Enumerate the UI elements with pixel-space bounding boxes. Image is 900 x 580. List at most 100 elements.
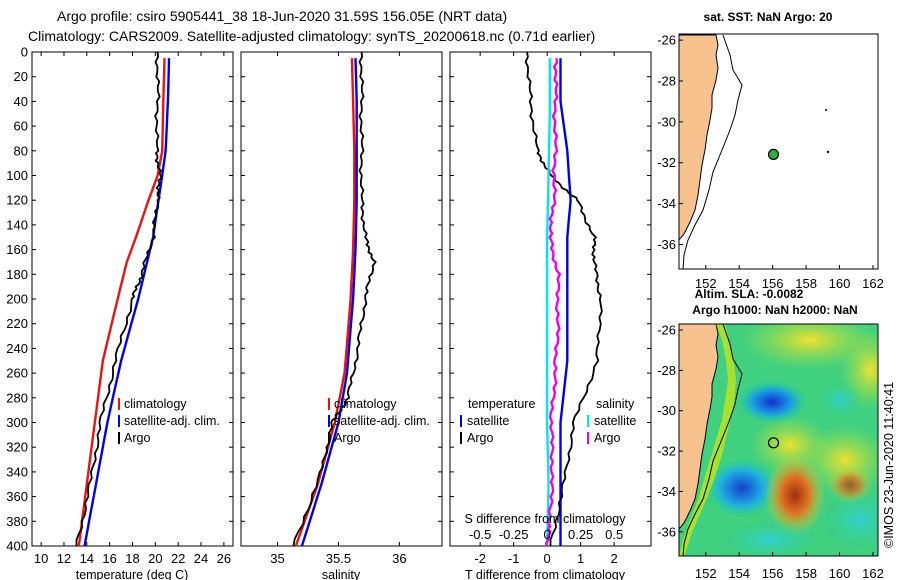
series-line-satellite-adj-clim-	[300, 58, 358, 547]
legend-argo: Argo	[124, 431, 150, 445]
temperature-tick-label: 14	[80, 551, 94, 566]
depth-tick-label: 100	[6, 168, 28, 183]
salinity-tick-label: 36	[392, 551, 406, 566]
lat-tick-label: -32	[657, 155, 676, 170]
lat-tick-label: -28	[657, 363, 676, 378]
lon-tick-label: 160	[829, 276, 851, 291]
depth-tick-label: 380	[6, 514, 28, 529]
lon-tick-label: 158	[795, 276, 817, 291]
t-diff-tick-label: 0	[544, 551, 551, 566]
lat-tick-label: -32	[657, 444, 676, 459]
series-line-satellite-adj-clim-	[83, 58, 171, 547]
lat-tick-label: -30	[657, 403, 676, 418]
panel-ticks	[32, 51, 651, 547]
legend-s-satellite: satellite	[594, 414, 636, 428]
sla-blob	[818, 382, 862, 418]
series-line-s-satellite	[545, 58, 551, 547]
sla-high-eddy	[765, 455, 825, 535]
lon-tick-label: 152	[695, 276, 717, 291]
series-line-argo	[75, 51, 163, 546]
legend-satellite-adj: satellite-adj. clim.	[124, 414, 220, 428]
sst-map-ticks: 152 154 156 158 160 162 -26 -28 -30 -32 -34 -36	[657, 33, 884, 291]
salinity-legend: climatology satellite-adj. clim. Argo	[328, 397, 430, 445]
lon-tick-label: 154	[728, 566, 750, 580]
temperature-tick-label: 22	[171, 551, 185, 566]
depth-tick-label: 300	[6, 415, 28, 430]
depth-tick-label: 240	[6, 341, 28, 356]
sla-map	[678, 323, 879, 557]
legend-s-argo: Argo	[594, 431, 620, 445]
lat-tick-label: -34	[657, 484, 676, 499]
sla-map-title-top: Altim. SLA: -0.0082	[695, 287, 804, 301]
sla-map-ticks: 152 154 156 158 160 162 -26 -28 -30 -32 -34 -36	[657, 323, 884, 580]
isobath-contour	[682, 34, 743, 270]
temperature-legend: climatology satellite-adj. clim. Argo	[118, 397, 220, 445]
temperature-tick-label: 26	[217, 551, 231, 566]
title-line1: Argo profile: csiro 5905441_38 18-Jun-20…	[57, 8, 507, 24]
difference-legend: temperature satellite Argo salinity sate…	[460, 397, 636, 445]
depth-tick-label: 200	[6, 292, 28, 307]
series-line-argo	[292, 51, 377, 547]
sla-blob	[820, 490, 878, 550]
s-diff-tick-label: 0.5	[605, 527, 623, 542]
t-diff-tick-label: 2	[611, 551, 618, 566]
argo-position-marker	[767, 437, 780, 449]
land-australia	[678, 34, 719, 242]
s-diff-tick-label: -0.25	[499, 527, 529, 542]
legend-satellite-adj: satellite-adj. clim.	[334, 414, 430, 428]
lat-tick-label: -36	[657, 237, 676, 252]
lon-tick-label: 162	[862, 276, 884, 291]
depth-tick-label: 340	[6, 464, 28, 479]
lon-tick-label: 152	[695, 566, 717, 580]
lon-tick-label: 156	[762, 276, 784, 291]
depth-tick-label: 40	[14, 94, 28, 109]
salinity-axis-label: salinity	[322, 568, 361, 580]
island-marker	[826, 150, 830, 154]
x-tick-labels: 10 12 14 16 18 20 22 24 26 35 35.5 36 -2 -1 0 1 2-0.5 -0.…	[34, 527, 623, 566]
lat-tick-label: -26	[657, 323, 676, 338]
legend-climatology: climatology	[124, 397, 187, 411]
sla-blob	[720, 520, 820, 556]
sla-high-eddy	[828, 467, 872, 503]
series-line-s-argo	[544, 58, 561, 547]
sla-low-eddy	[736, 380, 808, 424]
lat-tick-label: -34	[657, 196, 676, 211]
lon-tick-label: 160	[829, 566, 851, 580]
salinity-plot-frame	[240, 51, 443, 547]
s-diff-tick-label: -0.5	[469, 527, 491, 542]
island-marker	[825, 109, 827, 111]
t-diff-tick-label: -2	[474, 551, 486, 566]
lat-tick-label: -30	[657, 114, 676, 129]
depth-tick-label: 20	[14, 69, 28, 84]
profile-series	[75, 51, 603, 547]
t-difference-axis-label: T difference from climatology	[465, 568, 626, 580]
title-line2: Climatology: CARS2009. Satellite-adjuste…	[28, 28, 595, 44]
depth-tick-label: 120	[6, 193, 28, 208]
depth-tick-label: 0	[21, 45, 28, 60]
lat-tick-label: -28	[657, 74, 676, 89]
temperature-tick-label: 18	[125, 551, 139, 566]
legend-t-argo: Argo	[467, 431, 493, 445]
depth-axis: 0 20 40 60 80 100 120 140 160 180 200 220 240 260 280 3…	[6, 45, 28, 554]
depth-tick-label: 60	[14, 119, 28, 134]
depth-tick-label: 160	[6, 242, 28, 257]
depth-tick-label: 280	[6, 390, 28, 405]
series-line-t-satellite	[559, 58, 572, 546]
depth-tick-label: 80	[14, 143, 28, 158]
series-line-climatology	[77, 58, 166, 547]
s-diff-tick-label: 0.25	[568, 527, 593, 542]
depth-tick-label: 320	[6, 440, 28, 455]
lon-tick-label: 162	[862, 566, 884, 580]
sla-blob	[750, 415, 830, 475]
argo-position-marker	[767, 148, 780, 160]
t-diff-tick-label: -1	[508, 551, 520, 566]
temperature-tick-label: 24	[194, 551, 208, 566]
depth-tick-label: 260	[6, 366, 28, 381]
depth-tick-label: 360	[6, 489, 28, 504]
temperature-tick-label: 12	[57, 551, 71, 566]
lon-tick-label: 156	[762, 566, 784, 580]
depth-tick-label: 140	[6, 217, 28, 232]
depth-tick-label: 220	[6, 316, 28, 331]
depth-tick-label: 180	[6, 267, 28, 282]
